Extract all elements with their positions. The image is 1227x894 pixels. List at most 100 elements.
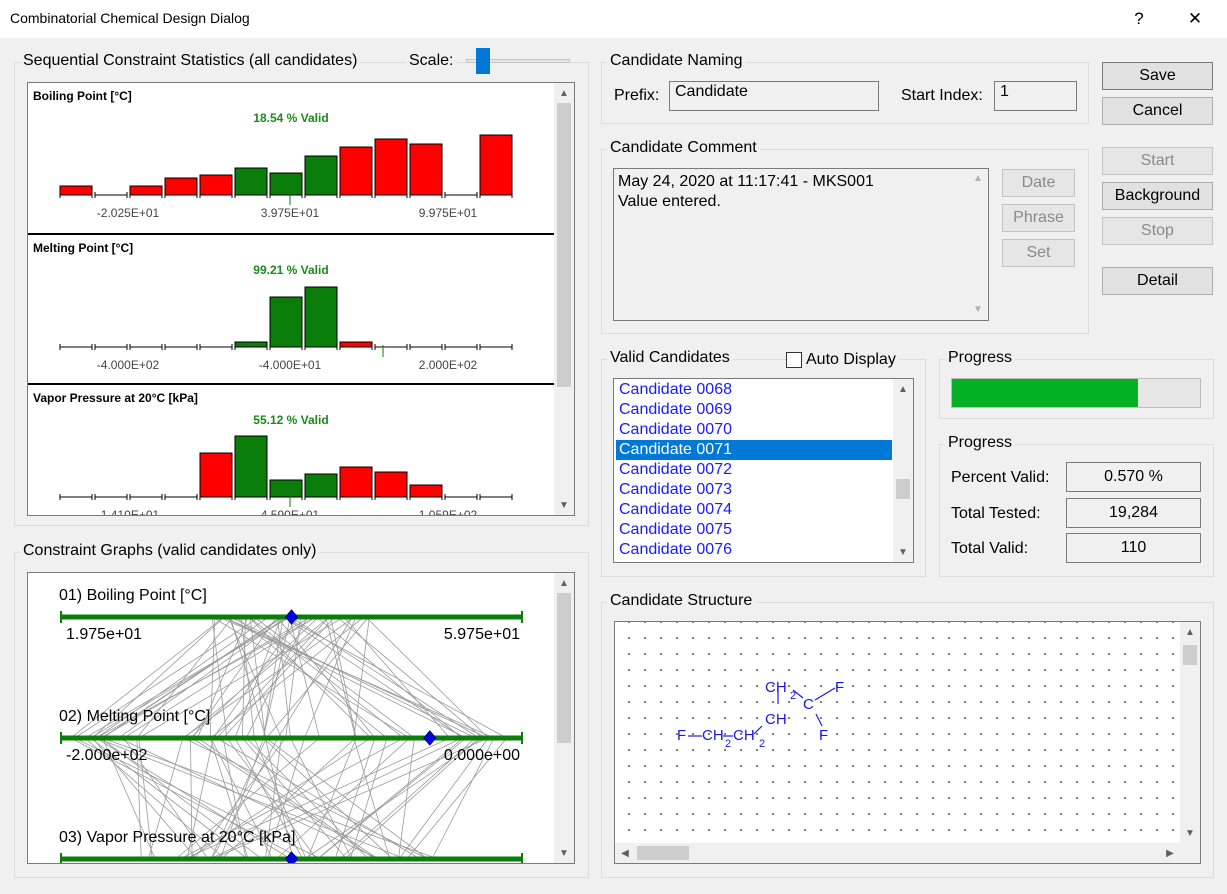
structure-vscrollbar[interactable]: ▲ ▼ — [1180, 622, 1200, 843]
axis-marker — [284, 609, 299, 625]
scroll-thumb[interactable] — [1183, 645, 1197, 665]
histogram-bar — [234, 435, 268, 498]
constraint-graph-canvas — [60, 609, 523, 863]
candidate-list-item[interactable]: Candidate 0068 — [619, 381, 732, 398]
histogram-tick-label: 9.975E+01 — [418, 206, 478, 220]
constraint-axis-title: 01) Boiling Point [°C] — [59, 587, 207, 604]
candidate-list-item[interactable]: Candidate 0073 — [619, 481, 732, 498]
graphs-panel: 01) Boiling Point [°C] 1.975e+01 5.975e+01… — [27, 572, 575, 864]
scroll-thumb[interactable] — [896, 479, 910, 499]
histogram-title: Boiling Point [°C] — [33, 89, 132, 103]
comment-textarea[interactable]: May 24, 2020 at 11:17:41 - MKS001 Value … — [613, 168, 989, 321]
comment-line-1: May 24, 2020 at 11:17:41 - MKS001 — [618, 173, 874, 190]
phrase-button[interactable]: Phrase — [1002, 204, 1075, 232]
histogram-bar — [339, 341, 373, 348]
graphs-scrollbar[interactable]: ▲ ▼ — [554, 573, 574, 863]
candidate-list-item[interactable]: Candidate 0070 — [619, 421, 732, 438]
constraint-axis-min: 1.975e+01 — [66, 626, 143, 643]
histogram-tick-label: -1.410E+01 — [96, 508, 160, 516]
start-index-field[interactable]: 1 — [994, 81, 1077, 111]
candidate-list-item[interactable]: Candidate 0069 — [619, 401, 732, 418]
histogram-bar — [59, 185, 93, 196]
histogram-tick-label: 4.590E+01 — [260, 508, 320, 516]
scroll-down-arrow-icon[interactable]: ▼ — [1185, 827, 1195, 839]
histogram-bar — [374, 138, 408, 196]
valid-title: Valid Candidates — [607, 349, 733, 367]
histogram-2: Melting Point [°C] 99.21 % Valid -4.000E+0… — [28, 233, 554, 383]
atom-ch: CH — [765, 711, 787, 728]
histogram-panel: Boiling Point [°C] 18.54 % Valid -2.025E+0… — [27, 82, 575, 516]
stop-button[interactable]: Stop — [1102, 217, 1213, 245]
total-tested-label: Total Tested: — [951, 505, 1041, 522]
start-button[interactable]: Start — [1102, 147, 1213, 175]
constraint-axis-max: 5.975e+01 — [443, 626, 520, 643]
scroll-up-arrow-icon[interactable]: ▲ — [559, 577, 569, 589]
candidate-list-item[interactable]: Candidate 0075 — [619, 521, 732, 538]
scale-slider-track[interactable] — [466, 59, 570, 63]
scroll-up-arrow-icon[interactable]: ▲ — [559, 87, 569, 99]
candidate-list-item[interactable]: Candidate 0071 — [616, 440, 892, 460]
scroll-up-arrow-icon[interactable]: ▲ — [898, 383, 908, 395]
auto-display-checkbox[interactable] — [786, 352, 802, 368]
structure-grid — [615, 622, 1180, 843]
date-button[interactable]: Date — [1002, 169, 1075, 197]
valid-group — [601, 359, 926, 577]
scroll-thumb[interactable] — [557, 593, 571, 743]
start-index-label: Start Index: — [901, 87, 983, 104]
histogram-tick-label: 1.059E+02 — [418, 508, 478, 516]
help-button[interactable]: ? — [1134, 9, 1144, 28]
candidate-list-item[interactable]: Candidate 0072 — [619, 461, 732, 478]
histogram-1: Boiling Point [°C] 18.54 % Valid -2.025E+0… — [28, 83, 554, 233]
scroll-corner — [1180, 843, 1200, 863]
atom-ch2-b-subscript: 2 — [759, 738, 766, 750]
scroll-down-arrow-icon[interactable]: ▼ — [898, 546, 908, 558]
histogram-bar — [199, 452, 233, 498]
histogram-tick-label: 2.000E+02 — [418, 358, 478, 372]
structure-hscrollbar[interactable]: ◀ ▶ — [615, 843, 1180, 863]
histogram-scrollbar[interactable]: ▲ ▼ — [554, 83, 574, 515]
histogram-bar — [164, 177, 198, 196]
histogram-bar — [269, 172, 303, 196]
prefix-label: Prefix: — [614, 87, 660, 104]
histogram-valid-percent: 99.21 % Valid — [253, 263, 329, 277]
atom-ch2-a: CH — [702, 727, 724, 744]
auto-display-label: Auto Display — [803, 351, 899, 369]
total-tested-value: 19,284 — [1066, 498, 1201, 528]
atom-ch2-a-subscript: 2 — [725, 738, 732, 750]
scroll-thumb[interactable] — [637, 846, 689, 860]
histogram-bar — [304, 473, 338, 498]
scroll-down-arrow-icon[interactable]: ▼ — [559, 499, 569, 511]
constraint-axis-title: 03) Vapor Pressure at 20°C [kPa] — [59, 829, 296, 846]
scroll-up-arrow-icon[interactable]: ▲ — [1185, 626, 1195, 638]
total-valid-value: 110 — [1066, 533, 1201, 563]
scroll-thumb[interactable] — [557, 103, 571, 387]
prefix-field[interactable]: Candidate — [669, 81, 879, 111]
histogram-tick-label: -2.025E+01 — [96, 206, 160, 220]
atom-f-top: F — [835, 679, 845, 696]
candidate-list-scrollbar[interactable]: ▲ ▼ — [893, 379, 913, 562]
candidate-list-item[interactable]: Candidate 0076 — [619, 541, 732, 558]
close-button[interactable]: ✕ — [1187, 9, 1203, 28]
cancel-button[interactable]: Cancel — [1102, 97, 1213, 125]
candidate-list-item[interactable]: Candidate 0074 — [619, 501, 732, 518]
constraint-axis-min: -2.000e+02 — [66, 747, 148, 764]
naming-title: Candidate Naming — [607, 52, 746, 70]
structure-canvas[interactable]: F CH 2 CH 2 CH CH 2 C F F ▲ ▼ ◀ ▶ — [614, 621, 1201, 864]
save-button[interactable]: Save — [1102, 62, 1213, 90]
structure-group — [601, 602, 1214, 878]
progress-title: Progress — [945, 349, 1016, 367]
scroll-left-arrow-icon[interactable]: ◀ — [621, 847, 629, 859]
set-button[interactable]: Set — [1002, 239, 1075, 267]
structure-title: Candidate Structure — [607, 592, 756, 610]
scroll-right-arrow-icon[interactable]: ▶ — [1166, 847, 1174, 859]
scale-slider-thumb[interactable] — [476, 48, 490, 74]
comment-title: Candidate Comment — [607, 139, 760, 157]
scroll-down-arrow-icon[interactable]: ▼ — [559, 847, 569, 859]
percent-valid-value: 0.570 % — [1066, 462, 1201, 492]
detail-button[interactable]: Detail — [1102, 267, 1213, 295]
stats-title: Sequential Constraint Statistics (all ca… — [20, 52, 361, 70]
histogram-bar — [339, 466, 373, 498]
histogram-title: Melting Point [°C] — [33, 241, 134, 255]
background-button[interactable]: Background — [1102, 182, 1213, 210]
naming-group — [601, 62, 1089, 124]
